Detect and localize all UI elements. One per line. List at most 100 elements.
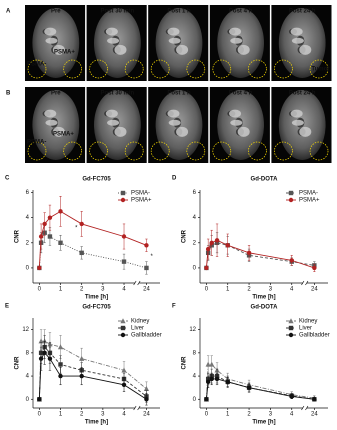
- x-tick-label: 2: [80, 412, 84, 418]
- x-tick-label: 24: [311, 287, 318, 293]
- mri-organ: [230, 119, 243, 126]
- marker: [288, 325, 294, 331]
- roi-circle: [309, 59, 329, 79]
- marker: [121, 382, 127, 387]
- marker: [47, 356, 53, 361]
- annotation: *: [75, 225, 78, 231]
- roi-circle: [124, 141, 144, 161]
- image-label: Post 4 h: [229, 9, 253, 15]
- x-axis-label: Time [h]: [85, 295, 108, 301]
- roi-circle: [89, 59, 108, 79]
- image-annotation: PSMA+: [54, 50, 75, 56]
- marker: [79, 250, 84, 256]
- marker: [120, 332, 126, 338]
- legend-label: PSMA+: [299, 198, 320, 204]
- marker: [37, 265, 42, 271]
- x-tick-label: 1: [59, 287, 63, 293]
- roi-circle: [248, 141, 267, 161]
- marker: [47, 215, 53, 220]
- mri-organ: [44, 109, 57, 118]
- legend-label: PSMA+: [131, 198, 152, 204]
- roi-circle: [27, 141, 47, 161]
- mri-organ: [167, 109, 180, 118]
- series-line: [205, 242, 315, 268]
- panel-label: F: [172, 304, 176, 310]
- marker: [120, 190, 126, 196]
- y-tick-label: 4: [26, 374, 30, 380]
- y-tick-label: 4: [193, 374, 197, 380]
- roi-circle: [186, 141, 206, 161]
- marker: [204, 265, 209, 271]
- image-label: Post 24 h: [289, 9, 316, 15]
- panel-label: D: [172, 176, 177, 182]
- marker: [144, 243, 149, 248]
- mri-organ: [229, 27, 242, 36]
- mri-organ: [105, 109, 118, 118]
- mri-organ: [45, 119, 58, 126]
- x-tick-label: 0: [38, 412, 42, 418]
- marker: [205, 379, 211, 385]
- y-axis-label: CNR: [182, 229, 188, 243]
- image-annotation: Tumor: [311, 67, 330, 73]
- image-label: Post 24 h: [289, 91, 316, 97]
- roi-circle: [89, 141, 108, 161]
- marker: [120, 318, 126, 324]
- mri-organ: [168, 37, 181, 44]
- legend-label: Kidney: [131, 319, 149, 325]
- legend-label: Gallbladder: [299, 333, 330, 339]
- image-annotation: PSMA-: [27, 62, 46, 68]
- marker: [214, 376, 220, 382]
- y-tick-label: 6: [26, 190, 30, 196]
- marker: [58, 240, 63, 245]
- marker: [312, 265, 317, 271]
- x-tick-label: 4: [290, 287, 294, 293]
- image-label: Post 4 h: [229, 91, 253, 97]
- y-tick-label: 12: [189, 327, 196, 333]
- x-tick-label: 1: [226, 287, 230, 293]
- marker: [47, 234, 53, 239]
- marker: [120, 325, 126, 331]
- x-axis-label: Time [h]: [252, 295, 275, 301]
- y-tick-label: 4: [193, 215, 197, 221]
- marker: [288, 332, 294, 338]
- mri-organ: [105, 27, 118, 36]
- series-line: [205, 378, 315, 400]
- marker: [214, 238, 220, 243]
- marker: [143, 386, 150, 392]
- y-tick-label: 2: [193, 240, 197, 246]
- image-label: Post 30 min: [101, 9, 135, 15]
- annotation: *: [150, 254, 153, 260]
- marker: [37, 397, 42, 402]
- marker: [38, 338, 44, 344]
- image-label: Pre: [51, 91, 61, 97]
- panel-label: A: [6, 9, 11, 15]
- marker: [225, 379, 230, 385]
- y-tick-label: 12: [22, 327, 29, 333]
- marker: [120, 197, 126, 203]
- legend-label: Kidney: [299, 319, 317, 325]
- roi-circle: [212, 59, 232, 79]
- image-label: Pre: [51, 9, 61, 15]
- roi-circle: [212, 141, 232, 161]
- x-tick-label: 24: [143, 287, 150, 293]
- marker: [79, 221, 84, 227]
- marker: [288, 197, 294, 203]
- mri-organ: [237, 126, 250, 137]
- image-label: Post 1 h: [167, 91, 191, 97]
- marker: [246, 385, 252, 390]
- mri-organ: [167, 27, 180, 36]
- marker: [121, 259, 127, 264]
- y-tick-label: 4: [26, 215, 30, 221]
- legend-label: Liver: [131, 326, 144, 332]
- marker: [58, 362, 63, 367]
- marker: [225, 243, 230, 248]
- legend-label: Liver: [299, 326, 312, 332]
- chart-title: Gd-DOTA: [251, 305, 279, 311]
- marker: [289, 394, 294, 399]
- x-tick-label: 3: [269, 287, 273, 293]
- roi-circle: [274, 59, 293, 79]
- roi-circle: [63, 141, 82, 161]
